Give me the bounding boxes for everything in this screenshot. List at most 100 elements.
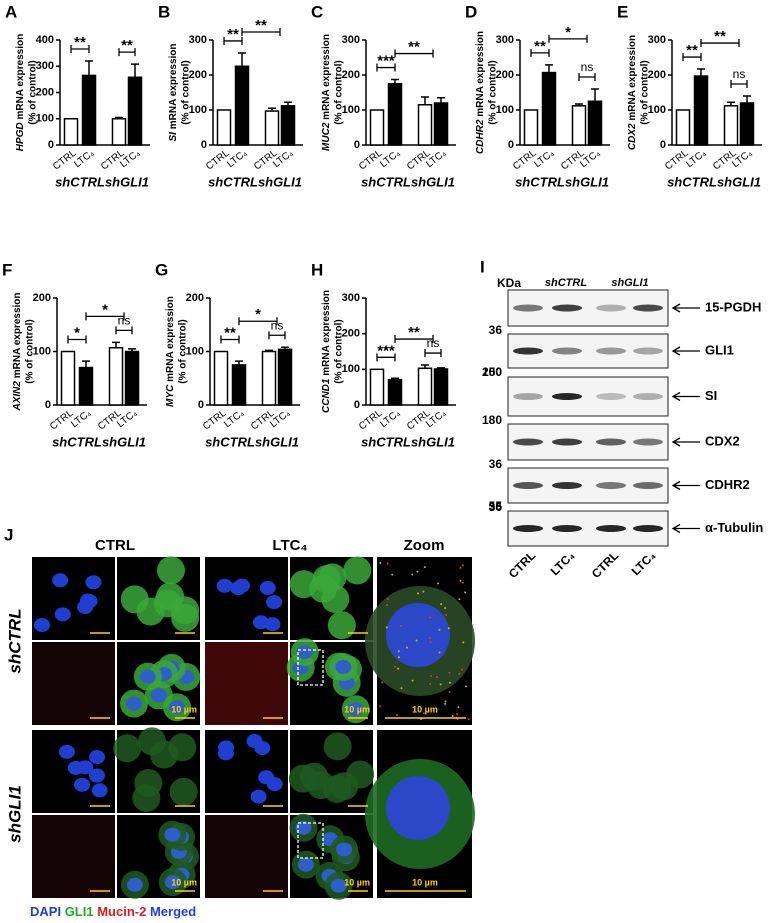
bar — [60, 350, 76, 406]
legend-entry: Mucin-2 — [97, 904, 146, 919]
cell-body — [300, 762, 329, 791]
significance-bracket — [682, 53, 702, 62]
mw-marker: 100 — [482, 365, 502, 379]
significance-label: ** — [714, 28, 726, 45]
x-tick-label: LTC₄ — [72, 148, 96, 170]
blot-strip — [507, 376, 669, 417]
significance-bracket — [376, 353, 396, 362]
error-bar — [421, 96, 429, 105]
lane-label: CTRL — [506, 548, 539, 581]
blot-band — [552, 393, 582, 400]
significance-bracket — [394, 335, 434, 344]
mw-marker: 36 — [489, 457, 503, 471]
y-axis-label: CDHR2 mRNA expression — [475, 31, 486, 154]
gene-name: CDX2 — [627, 123, 638, 150]
mucin-dot — [444, 606, 447, 609]
blot-band — [596, 482, 626, 489]
bar — [723, 105, 739, 146]
nucleus — [297, 857, 314, 872]
error-bar — [545, 64, 553, 73]
group-label: shCTRL — [55, 174, 105, 189]
panel-letter: I — [480, 257, 485, 276]
bar — [264, 110, 280, 146]
blot-band — [633, 482, 663, 489]
mucin-dot — [415, 639, 418, 642]
x-tick-label: LTC₄ — [69, 408, 93, 430]
y-axis-label: CDX2 mRNA expression — [627, 35, 638, 150]
mucin-dot — [400, 624, 403, 627]
mucin-dot — [448, 671, 451, 674]
mucin-dot — [411, 679, 414, 682]
gene-name: MUC2 — [321, 122, 332, 151]
mucin-dot — [423, 566, 426, 569]
y-tick-label: 0 — [354, 399, 360, 411]
group-label: shCTRL — [361, 434, 411, 449]
cell-body — [318, 563, 347, 592]
significance-bracket — [85, 312, 125, 321]
row-header: shGLI1 — [5, 785, 24, 843]
mucin-dot — [416, 570, 419, 573]
mucin-dot — [439, 683, 442, 686]
error-bar — [128, 348, 136, 352]
mucin-dot — [400, 687, 403, 690]
significance-label: ** — [686, 42, 698, 59]
mucin-dot — [458, 598, 461, 601]
column-header: CTRL — [95, 537, 135, 554]
error-bar — [265, 349, 273, 352]
y-tick-label: 0 — [354, 139, 360, 151]
y-tick-label: 200 — [648, 69, 666, 81]
zoom-box — [297, 649, 324, 686]
mw-marker: 180 — [482, 413, 502, 427]
blot-group: shGLI1 — [611, 277, 648, 289]
significance-label: ns — [271, 318, 284, 332]
y-tick-label: 0 — [508, 139, 514, 151]
mucin-dot — [464, 685, 467, 688]
group-label: shGLI1 — [105, 174, 149, 189]
blot-band — [513, 304, 543, 312]
group-label: shGLI1 — [102, 434, 146, 449]
x-tick-label: LTC₄ — [378, 148, 402, 170]
error-bar — [697, 68, 705, 77]
y-axis-unit: (% of control) — [178, 319, 189, 383]
mucin-dot — [411, 573, 414, 576]
significance-label: ns — [733, 67, 746, 81]
significance-label: ** — [74, 34, 86, 51]
mucin-dot — [440, 603, 443, 606]
significance-bracket — [424, 349, 442, 358]
group-label: shCTRL — [208, 174, 258, 189]
y-axis-label: HPGD mRNA expression — [15, 34, 26, 151]
bar — [587, 100, 603, 146]
mucin-dot — [435, 676, 438, 679]
panel-letter: J — [4, 525, 13, 544]
significance-label: ** — [408, 39, 420, 56]
mucin-dot — [461, 564, 464, 567]
panel-letter: H — [311, 260, 323, 279]
faint-stain — [205, 815, 288, 898]
y-axis-unit: (% of control) — [334, 60, 345, 124]
cell-body — [169, 777, 198, 806]
mucin-dot — [445, 613, 448, 616]
y-tick-label: 200 — [496, 69, 514, 81]
blot-label: GLI1 — [705, 342, 734, 357]
group-label: shCTRL — [205, 434, 255, 449]
y-tick-label: 100 — [33, 345, 51, 357]
nucleus — [77, 600, 94, 615]
nucleus — [233, 578, 250, 593]
y-axis-label-text: mRNA expression — [15, 34, 26, 120]
y-axis-label: AXIN2 mRNA expression — [12, 292, 23, 411]
scale-label: 10 µm — [344, 877, 370, 887]
y-tick-label: 100 — [186, 345, 204, 357]
error-bar — [85, 60, 93, 76]
significance-label: * — [102, 301, 108, 318]
nucleus — [347, 702, 364, 717]
blot-band — [513, 525, 543, 532]
bar — [78, 366, 94, 406]
significance-bracket — [70, 45, 90, 53]
panel-letter: B — [158, 2, 170, 21]
group-label: shGLI1 — [411, 174, 455, 189]
y-tick-label: 0 — [45, 399, 51, 411]
mucin-dot — [448, 681, 451, 684]
mucin-dot — [444, 702, 447, 705]
error-bar — [421, 364, 429, 369]
